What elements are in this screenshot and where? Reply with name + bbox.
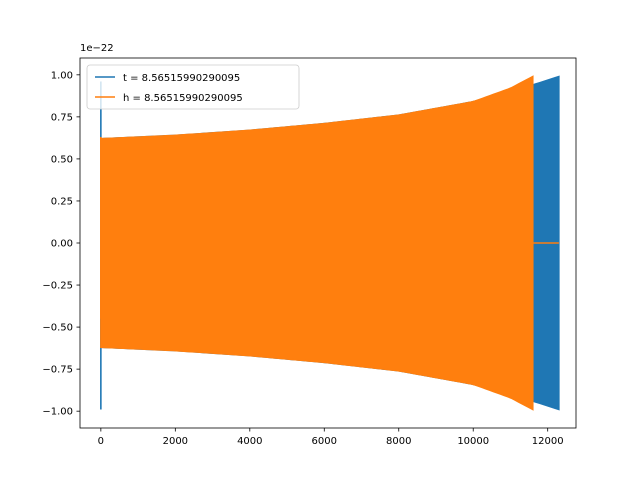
x-tick-label: 0	[98, 436, 104, 447]
y-tick-label: 0.50	[51, 154, 73, 165]
series-h	[100, 75, 559, 411]
plot-series	[100, 75, 560, 411]
x-tick-label: 8000	[386, 436, 411, 447]
legend-box	[86, 64, 300, 110]
x-tick-label: 12000	[532, 436, 564, 447]
x-tick-label: 10000	[457, 436, 489, 447]
y-tick-label: −0.50	[42, 323, 73, 334]
x-axis-ticks: 0 2000 4000 6000 8000 10000 12000	[98, 428, 564, 447]
y-axis-ticks: 1.00 0.75 0.50 0.25 0.00 −0.25 −0.50 −0.75 −1.00	[42, 70, 80, 418]
series-band-h	[100, 75, 534, 411]
y-tick-label: 0.00	[51, 239, 73, 250]
legend-entry-label: h = 8.56515990290095	[123, 93, 243, 104]
x-tick-label: 4000	[237, 436, 262, 447]
y-axis-multiplier-label: 1e−22	[80, 43, 114, 54]
y-tick-label: −1.00	[42, 407, 73, 418]
y-tick-label: 0.75	[51, 112, 73, 123]
x-tick-label: 6000	[312, 436, 337, 447]
y-tick-label: 1.00	[51, 70, 73, 81]
x-tick-label: 2000	[163, 436, 188, 447]
y-tick-label: 0.25	[51, 196, 73, 207]
y-tick-label: −0.25	[42, 281, 73, 292]
legend-entry-label: t = 8.56515990290095	[123, 73, 240, 84]
y-tick-label: −0.75	[42, 365, 73, 376]
legend: t = 8.56515990290095 h = 8.56515990290095	[86, 64, 300, 110]
